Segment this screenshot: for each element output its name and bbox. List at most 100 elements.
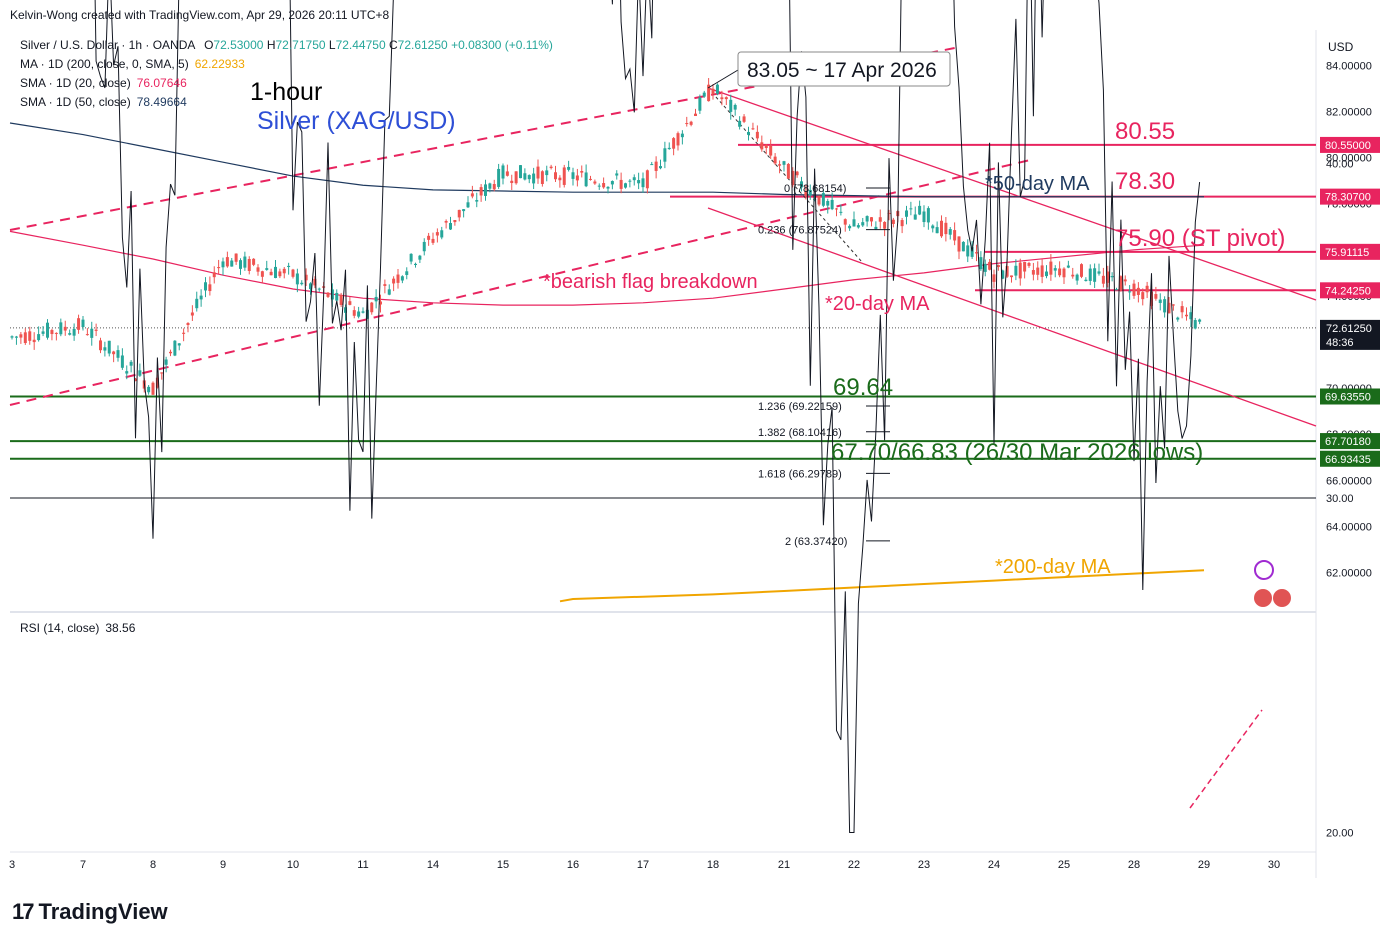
candle-body — [440, 230, 444, 238]
candle-body — [357, 311, 361, 317]
candle-body — [77, 318, 81, 330]
tradingview-logo-icon: 17 — [12, 899, 35, 924]
candle-body — [1023, 261, 1027, 272]
candle-body — [405, 271, 409, 275]
candle-body — [1158, 299, 1162, 303]
candle-body — [624, 183, 627, 188]
candle-body — [988, 261, 992, 270]
candle-body — [540, 171, 544, 184]
time-axis-label: 7 — [80, 859, 86, 871]
axes: 84.0000082.0000080.0000078.0000076.00000… — [9, 60, 1380, 871]
price-tick-label: 62.00000 — [1326, 568, 1372, 580]
countdown-label: 48:36 — [1326, 337, 1354, 349]
price-tag-label: 80.55000 — [1325, 140, 1371, 152]
candle-body — [68, 333, 72, 335]
candle-body — [742, 116, 746, 122]
candle-body — [545, 170, 549, 176]
candle-body — [37, 334, 41, 341]
low-value: 72.44750 — [335, 38, 386, 52]
candle-body — [778, 164, 782, 166]
rsi-legend[interactable]: RSI (14, close) 38.56 — [20, 621, 136, 635]
lightning-icon — [1254, 560, 1274, 580]
ma50-note: *50-day MA — [985, 173, 1090, 195]
candle-body — [1071, 274, 1075, 277]
candle-body — [125, 371, 129, 374]
us-flag-icon — [1254, 589, 1272, 607]
candle-body — [1123, 279, 1127, 282]
candle-body — [427, 235, 431, 240]
candle-body — [619, 179, 623, 189]
indicator-legend-ma200[interactable]: MA · 1D (200, close, 0, SMA, 5) 62.22933 — [20, 57, 245, 71]
indicator-legend-sma20[interactable]: SMA · 1D (20, close) 76.07646 — [20, 76, 187, 90]
candle-body — [795, 171, 799, 176]
tradingview-logo[interactable]: 17 TradingView — [12, 899, 168, 924]
candle-body — [610, 181, 614, 185]
time-axis-label: 22 — [848, 859, 860, 871]
candle-body — [326, 292, 330, 297]
candle-body — [996, 265, 1000, 268]
candle-body — [107, 340, 111, 354]
ma200-note: *200-day MA — [995, 556, 1111, 578]
candle-body — [1128, 291, 1132, 293]
candle-body — [501, 165, 505, 179]
candle-body — [247, 258, 251, 272]
fib-level-label: 1.618 (66.29789) — [758, 468, 842, 480]
candle-body — [260, 271, 264, 277]
candle-body — [99, 340, 102, 351]
candle-body — [252, 258, 256, 265]
candle-body — [1185, 314, 1188, 317]
candle-body — [1167, 302, 1171, 314]
close-value: 72.61250 — [397, 38, 448, 52]
candle-body — [554, 172, 557, 180]
candle-body — [1093, 268, 1097, 282]
candle-body — [870, 217, 873, 222]
support-1-label: 69.64 — [833, 374, 893, 401]
candle-body — [575, 175, 579, 181]
price-tick-label: 64.00000 — [1326, 521, 1372, 533]
candle-body — [94, 329, 98, 331]
chart-title-timeframe: 1-hour — [250, 78, 323, 106]
candle-body — [821, 193, 825, 206]
fib-swing-line — [707, 87, 863, 263]
candle-body — [948, 229, 952, 235]
candle-body — [282, 268, 286, 274]
candle-body — [392, 278, 396, 284]
candle-body — [672, 138, 676, 149]
candle-body — [562, 167, 566, 185]
candle-body — [536, 166, 540, 179]
candle-body — [1145, 285, 1149, 293]
candle-body — [462, 209, 466, 212]
symbol-name[interactable]: Silver / U.S. Dollar · 1h · OANDA — [20, 38, 195, 52]
indicator-legend-sma50[interactable]: SMA · 1D (50, close) 78.49664 — [20, 95, 187, 109]
candle-body — [129, 361, 133, 366]
candle-body — [169, 351, 172, 354]
candle-body — [641, 178, 645, 188]
candle-body — [134, 378, 137, 382]
candle-body — [409, 253, 413, 262]
peak-label: 83.05 ~ 17 Apr 2026 — [747, 59, 937, 82]
candle-body — [926, 208, 930, 223]
symbol-legend[interactable]: Silver / U.S. Dollar · 1h · OANDA O72.53… — [20, 38, 553, 52]
candle-body — [435, 232, 439, 236]
candle-body — [221, 261, 225, 268]
candle-body — [212, 272, 216, 278]
candle-body — [85, 334, 89, 336]
candle-body — [751, 128, 755, 130]
currency-label[interactable]: USD — [1328, 40, 1354, 54]
candle-body — [747, 131, 750, 135]
candle-body — [50, 330, 54, 335]
resistance-2-label: 78.30 — [1115, 168, 1175, 195]
support-2-label: 67.70/66.83 (26/30 Mar 2026 lows) — [831, 439, 1203, 466]
candle-body — [46, 322, 49, 338]
candle-body — [199, 295, 203, 300]
candle-body — [738, 120, 742, 127]
candle-body — [887, 212, 891, 214]
lower-channel-dashed — [9, 159, 1031, 406]
candle-body — [81, 319, 85, 327]
candle-body — [992, 274, 996, 282]
candle-body — [711, 88, 715, 95]
candlestick-series — [10, 78, 1202, 395]
candle-body — [1027, 262, 1031, 266]
candle-body — [186, 323, 190, 326]
candle-body — [589, 178, 592, 180]
